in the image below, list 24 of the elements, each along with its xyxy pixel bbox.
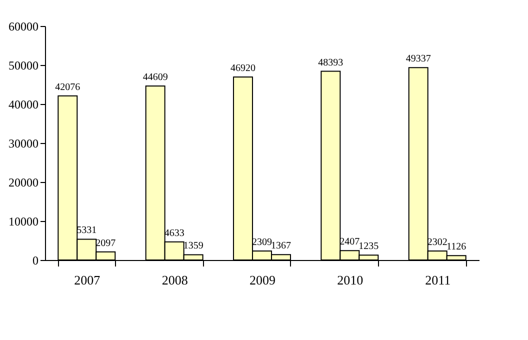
y-tick-label: 30000 — [8, 136, 38, 150]
data-label: 2407 — [340, 236, 360, 248]
x-tick-label: 2010 — [337, 272, 364, 288]
data-label: 42076 — [55, 82, 80, 93]
data-label: 46920 — [230, 63, 256, 74]
data-label: 1126 — [446, 242, 466, 253]
y-tick-label: 60000 — [8, 20, 38, 34]
data-label: 2309 — [252, 236, 272, 248]
x-tick-label: 2009 — [250, 272, 276, 288]
y-tick-label: 20000 — [8, 176, 38, 190]
data-label: 2097 — [96, 238, 116, 249]
data-label: 49337 — [406, 54, 431, 65]
data-label: 44609 — [142, 72, 168, 84]
x-tick-label: 2008 — [162, 272, 188, 288]
y-tick-label: 50000 — [8, 58, 38, 72]
y-tick-label: 10000 — [8, 214, 38, 228]
x-tick-label: 2007 — [74, 272, 101, 288]
y-tick-label: 40000 — [8, 98, 38, 112]
y-tick-label: 0 — [32, 254, 38, 268]
x-tick-label: 2011 — [425, 272, 451, 288]
data-label: 1235 — [358, 241, 379, 252]
data-label: 5331 — [76, 225, 97, 236]
data-label: 48393 — [318, 57, 344, 68]
data-label: 1367 — [270, 240, 291, 252]
